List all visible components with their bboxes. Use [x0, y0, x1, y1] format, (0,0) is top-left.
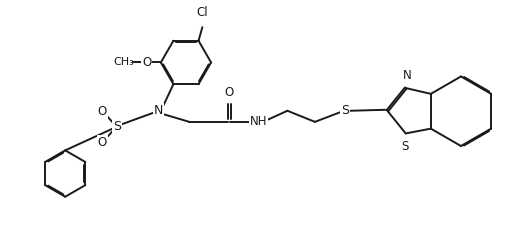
Text: S: S	[342, 104, 349, 117]
Text: N: N	[154, 104, 163, 117]
Text: NH: NH	[250, 115, 267, 128]
Text: CH₃: CH₃	[114, 57, 135, 67]
Text: O: O	[142, 56, 152, 69]
Text: S: S	[401, 140, 409, 153]
Text: N: N	[403, 69, 412, 82]
Text: S: S	[113, 120, 121, 133]
Text: O: O	[98, 136, 107, 149]
Text: O: O	[98, 105, 107, 118]
Text: Cl: Cl	[197, 6, 208, 19]
Text: O: O	[225, 86, 234, 99]
